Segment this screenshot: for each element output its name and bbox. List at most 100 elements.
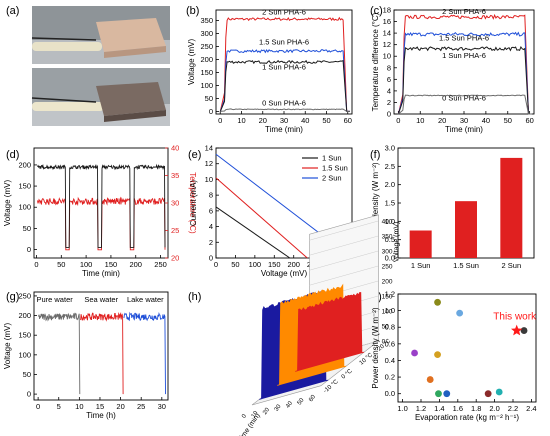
x-axis-label-i: Evaporation rate (kg m⁻² h⁻¹) [415, 413, 519, 422]
x-tick-label-g: 10 [75, 402, 83, 411]
x-axis-label-g: Time (h) [86, 411, 116, 420]
y-tick-label-b: 0 [209, 107, 213, 116]
y-tick-label-c: 6 [387, 75, 391, 84]
x-tick-label-c: 10 [416, 116, 424, 125]
x-tick-label-h: 20 [262, 407, 271, 416]
series-label-c: 2 Sun PHA-6 [442, 7, 486, 16]
scatter-point-i [443, 390, 451, 398]
x-tick-label-d: 0 [34, 260, 38, 269]
panel-letter-b: (b) [186, 5, 199, 17]
panel-d-chart: 0 50 100 150 200 250 0 50 100 150 200 Time (min) Vol… [3, 144, 197, 279]
y-tick-label-c: 4 [387, 86, 391, 95]
series-label-b: 2 Sun PHA-6 [262, 8, 306, 17]
y-tick-label-i: 0.4 [385, 356, 395, 365]
z-tick-label-h: 400 [382, 218, 393, 225]
panel-letter-g: (g) [6, 291, 19, 303]
y-tick-label-c: 0 [387, 110, 391, 119]
x-axis-label-d: Time (min) [82, 269, 120, 278]
y-tick-label-f: 1.0 [385, 217, 395, 226]
x-tick-label-f: 2 Sun [502, 261, 522, 270]
x-tick-label-b: 30 [280, 116, 288, 125]
scatter-point-i [495, 388, 503, 396]
x-tick-label-d: 200 [129, 260, 142, 269]
y-axis-label-d: Voltage (mV) [3, 180, 12, 227]
x-tick-label-g: 20 [116, 402, 124, 411]
series-line-e [215, 206, 291, 259]
series-line-e [215, 177, 308, 259]
series-line-b [219, 16, 350, 112]
z-tick-label-h: 0 [382, 338, 386, 345]
series-line-g [38, 312, 81, 395]
photo-bottom-device [96, 82, 166, 116]
grid-line-h [309, 235, 379, 256]
y-tick-label-b: 300 [200, 29, 213, 38]
z-tick-label-h: 250 [382, 263, 393, 270]
y-tick-label-i: 1.2 [385, 290, 395, 299]
x-tick-label-c: 0 [396, 116, 400, 125]
x-tick-label-d: 100 [80, 260, 93, 269]
y-right-axis-label-d: Temperature (°C) [188, 172, 197, 234]
y-axis-label-g: Voltage (mV) [3, 323, 12, 370]
series-ribbon-h [295, 292, 365, 372]
panel-letter-a: (a) [6, 5, 19, 17]
y-tick-label-d: 100 [18, 203, 31, 212]
y-axis-label-e: Current (mA) [189, 180, 198, 227]
series-label-c: 0 Sun PHA-6 [442, 94, 486, 103]
legend-label-e: 2 Sun [322, 174, 342, 183]
scatter-point-i [520, 327, 528, 334]
series-label-b: 1.5 Sun PHA-6 [259, 37, 309, 46]
series-line-g [123, 311, 166, 395]
y-tick-label-e: 12 [205, 159, 213, 168]
x-tick-label-h: 50 [297, 397, 306, 406]
y-tick-label-b: 150 [200, 68, 213, 77]
series-label-c: 1 Sun PHA-6 [442, 51, 486, 60]
annotation-g: Pure water [36, 295, 73, 304]
y-tick-label-c: 8 [387, 63, 391, 72]
x-tick-label-h: 0 [241, 413, 248, 420]
x-tick-label-e: 0 [214, 260, 218, 269]
x-tick-label-h: 40 [285, 400, 294, 409]
z-tick-label-h: 150 [382, 293, 393, 300]
x-tick-label-h: 30 [274, 403, 283, 412]
series-line-c [397, 31, 532, 115]
photo-top-tube [32, 42, 102, 51]
y-tick-label-g: 0 [27, 390, 31, 399]
x-tick-label-c: 40 [482, 116, 490, 125]
y-tick-label-e: 10 [205, 175, 213, 184]
y-tick-label-g: 50 [23, 370, 31, 379]
z-tick-label-h: 50 [382, 323, 390, 330]
legend-label-e: 1.5 Sun [322, 164, 348, 173]
x-tick-label-i: 2.4 [526, 404, 536, 413]
panel-g-chart: 0 5 10 15 20 25 30 0 50 100 150 200 250 Time (h) Volta… [3, 291, 169, 420]
depth-tick-label-h: 0 °C [341, 368, 354, 381]
photo-bottom-device-side [104, 110, 166, 122]
x-tick-label-g: 30 [158, 402, 166, 411]
x-tick-label-i: 1.2 [416, 404, 426, 413]
x-axis-label-c: Time (min) [445, 125, 483, 134]
panel-letter-d: (d) [6, 149, 19, 161]
x-tick-label-d: 250 [154, 260, 167, 269]
y-tick-label-i: 1.0 [385, 306, 395, 315]
y-tick-label-g: 150 [18, 331, 31, 340]
y-tick-label-e: 4 [209, 222, 213, 231]
y-axis-label-f: Power density (W m⁻²) [371, 162, 380, 243]
y-right-tick-label-d: 20 [171, 254, 179, 263]
annotation-g: Lake water [127, 295, 164, 304]
y-tick-label-f: 1.5 [385, 199, 395, 208]
y-tick-label-d: 0 [27, 245, 31, 254]
scatter-point-i [484, 390, 492, 398]
photo-top-wire [31, 37, 97, 41]
y-tick-label-c: 14 [383, 29, 391, 38]
scatter-point-i [434, 351, 441, 359]
y-tick-label-e: 0 [209, 254, 213, 263]
z-tick-label-h: 350 [382, 233, 393, 240]
x-tick-label-g: 5 [57, 402, 61, 411]
scatter-point-i [456, 309, 464, 317]
y-tick-label-f: 3.0 [385, 144, 395, 153]
y-tick-label-b: 200 [200, 55, 213, 64]
panel-b-chart: 0 10 20 30 40 50 60 0 50 100 150 200 250 300 350 Time (… [187, 8, 353, 134]
grid-line-h [309, 250, 379, 271]
x-tick-label-g: 15 [96, 402, 104, 411]
x-tick-label-c: 50 [504, 116, 512, 125]
y-tick-label-i: 0.0 [385, 389, 395, 398]
